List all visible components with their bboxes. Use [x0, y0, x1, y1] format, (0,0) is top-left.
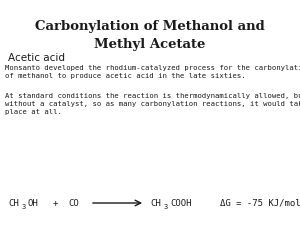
Text: ΔG = -75 KJ/mol: ΔG = -75 KJ/mol — [220, 198, 300, 207]
Text: CH: CH — [8, 198, 19, 207]
Text: Carbonylation of Methanol and
Methyl Acetate: Carbonylation of Methanol and Methyl Ace… — [35, 20, 265, 51]
Text: 3: 3 — [22, 204, 26, 210]
Text: Acetic acid: Acetic acid — [8, 53, 65, 63]
Text: COOH: COOH — [170, 198, 191, 207]
Text: Monsanto developed the rhodium-catalyzed process for the carbonylation
of methan: Monsanto developed the rhodium-catalyzed… — [5, 65, 300, 79]
Text: CO: CO — [68, 198, 79, 207]
Text: At standard conditions the reaction is thermodynamically allowed, but
without a : At standard conditions the reaction is t… — [5, 93, 300, 115]
Text: OH: OH — [28, 198, 39, 207]
Text: +: + — [52, 198, 58, 207]
Text: 3: 3 — [164, 204, 168, 210]
Text: CH: CH — [150, 198, 161, 207]
